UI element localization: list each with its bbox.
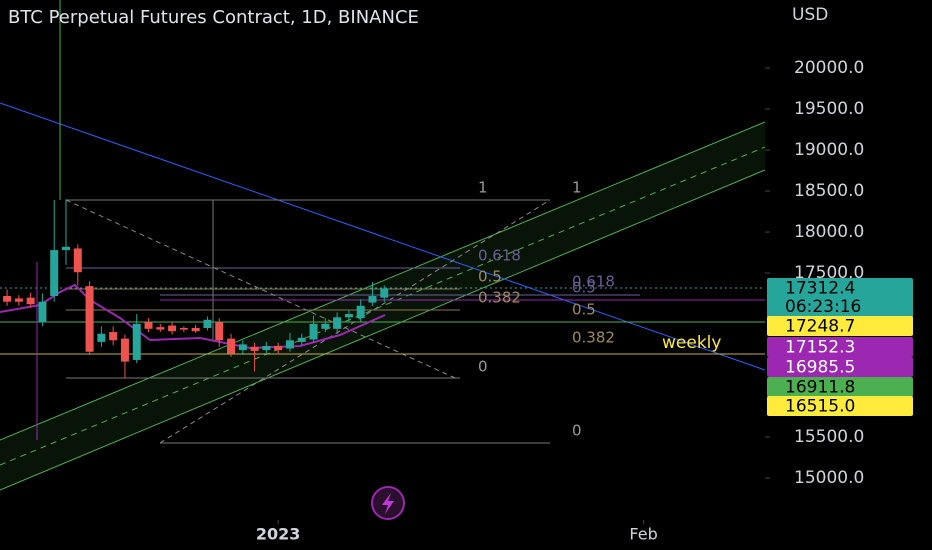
- fib-label: 1: [478, 179, 488, 197]
- candle-body: [38, 301, 47, 323]
- annotation: weekly: [662, 333, 721, 353]
- price-label: 17248.7: [785, 317, 855, 337]
- y-tick-label: 18000.0: [794, 222, 864, 242]
- trend-line: [0, 102, 766, 371]
- candle-body: [73, 248, 82, 273]
- candle-body: [97, 333, 106, 342]
- candle-body: [344, 314, 353, 318]
- candle-body: [356, 305, 365, 319]
- fib-label: 0.5: [572, 279, 596, 297]
- candle-body: [179, 327, 188, 330]
- candle-body: [309, 323, 318, 340]
- x-tick-label: 2023: [256, 525, 301, 544]
- candle-body: [274, 346, 283, 351]
- candle-body: [156, 327, 165, 330]
- price-label: 16985.5: [785, 358, 855, 378]
- y-tick-label: 15000.0: [794, 468, 864, 488]
- candle-body: [109, 332, 118, 341]
- price-label: 16911.8: [785, 378, 855, 398]
- fib-label: 0.382: [478, 289, 521, 307]
- candle-body: [285, 340, 294, 349]
- drawings: [0, 0, 766, 491]
- fib-labels: 1 1 0.618 0.5 0.382 0.618 0.5 0.5 0.382 …: [478, 179, 721, 440]
- fib-label: 0.382: [572, 329, 615, 347]
- fib-label: 0: [478, 358, 488, 376]
- candle-body: [262, 346, 271, 351]
- currency: USD: [792, 5, 828, 25]
- price-label-box: [767, 337, 913, 357]
- candle-body: [250, 346, 259, 351]
- price-label: 17152.3: [785, 338, 855, 358]
- candle-body: [26, 297, 35, 305]
- watermark[interactable]: [371, 486, 405, 520]
- icon: [382, 493, 394, 514]
- price-label: 16515.0: [785, 397, 855, 417]
- candle-body: [380, 288, 389, 298]
- candle-body: [50, 250, 59, 296]
- price-label-box: [767, 278, 913, 318]
- candle-body: [215, 322, 224, 341]
- y-tick-label: 19500.0: [794, 99, 864, 119]
- candle-body: [168, 325, 177, 332]
- price-axis: [765, 0, 932, 550]
- channel-line: [0, 169, 766, 491]
- candle-body: [333, 317, 342, 329]
- candle-body: [227, 338, 236, 354]
- price-label-box: [767, 396, 913, 416]
- candle-body: [203, 319, 212, 328]
- candle-body: [62, 246, 71, 251]
- candle-body: [368, 295, 377, 303]
- channel-line: [0, 121, 766, 441]
- candles: [3, 199, 389, 378]
- y-tick-label: 15500.0: [794, 427, 864, 447]
- candle-body: [14, 298, 23, 302]
- fib-label: 1: [572, 179, 582, 197]
- candle-body: [191, 327, 200, 332]
- price-label: 17312.4: [785, 279, 855, 299]
- fib-label: 0.618: [478, 247, 521, 265]
- candle-body: [85, 286, 94, 352]
- candle-body: [238, 344, 247, 351]
- price-label-box: [767, 377, 913, 397]
- candle-body: [120, 338, 129, 362]
- y-tick-label: 20000.0: [794, 58, 864, 78]
- candle-body: [132, 323, 141, 360]
- x-tick-label: Feb: [629, 525, 657, 544]
- fib-label: 0.5: [572, 301, 596, 319]
- y-tick-label: 18500.0: [794, 181, 864, 201]
- fib-label: 0: [572, 422, 582, 440]
- countdown: 06:23:16: [785, 297, 861, 317]
- y-tick-label: 19000.0: [794, 140, 864, 160]
- chart-title: BTC Perpetual Futures Contract, 1D, BINA…: [8, 7, 419, 28]
- candle-body: [3, 295, 12, 302]
- fib-label: 0.618: [572, 273, 615, 291]
- fib-label: 0.5: [478, 268, 502, 286]
- candle-body: [321, 323, 330, 329]
- candle-body: [144, 322, 153, 329]
- channel-fill: [0, 122, 765, 490]
- price-label-box: [767, 357, 913, 377]
- price-label-box: [767, 316, 913, 336]
- candle-body: [297, 337, 306, 342]
